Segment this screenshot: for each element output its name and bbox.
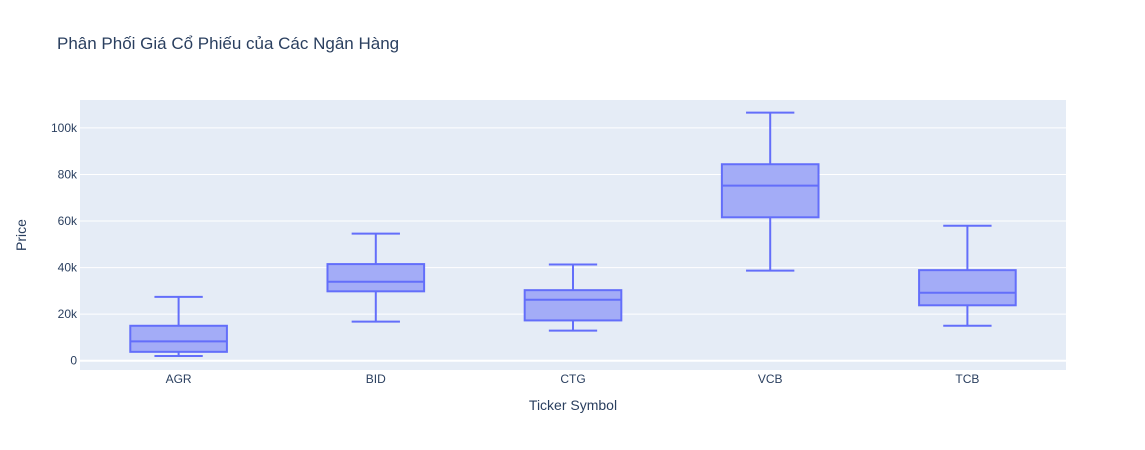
y-axis-ticks: 0 20k 40k 60k 80k 100k	[51, 121, 78, 368]
y-axis-title: Price	[13, 219, 29, 251]
box-vcb	[720, 111, 820, 272]
x-axis-ticks: AGR BID CTG VCB TCB	[166, 372, 980, 386]
x-tick-label: AGR	[166, 372, 192, 386]
x-tick-label: CTG	[560, 372, 585, 386]
y-tick-label: 0	[70, 354, 77, 368]
y-tick-label: 80k	[58, 167, 78, 181]
y-tick-label: 100k	[51, 121, 78, 135]
box-bid	[326, 232, 426, 323]
box-tcb	[918, 224, 1017, 327]
y-tick-label: 40k	[58, 261, 78, 275]
box-agr	[129, 295, 228, 358]
x-axis-title: Ticker Symbol	[529, 397, 617, 413]
iqr-box	[918, 269, 1017, 307]
x-tick-label: TCB	[955, 372, 979, 386]
x-tick-label: VCB	[758, 372, 783, 386]
y-tick-label: 60k	[58, 214, 78, 228]
box-ctg	[523, 263, 623, 332]
x-tick-label: BID	[366, 372, 386, 386]
boxes	[129, 111, 1017, 358]
y-tick-label: 20k	[58, 307, 78, 321]
iqr-box	[326, 263, 426, 293]
iqr-box	[129, 324, 228, 353]
iqr-box	[720, 163, 820, 219]
chart-title: Phân Phối Giá Cổ Phiếu của Các Ngân Hàng	[57, 34, 400, 53]
iqr-box	[523, 289, 623, 322]
